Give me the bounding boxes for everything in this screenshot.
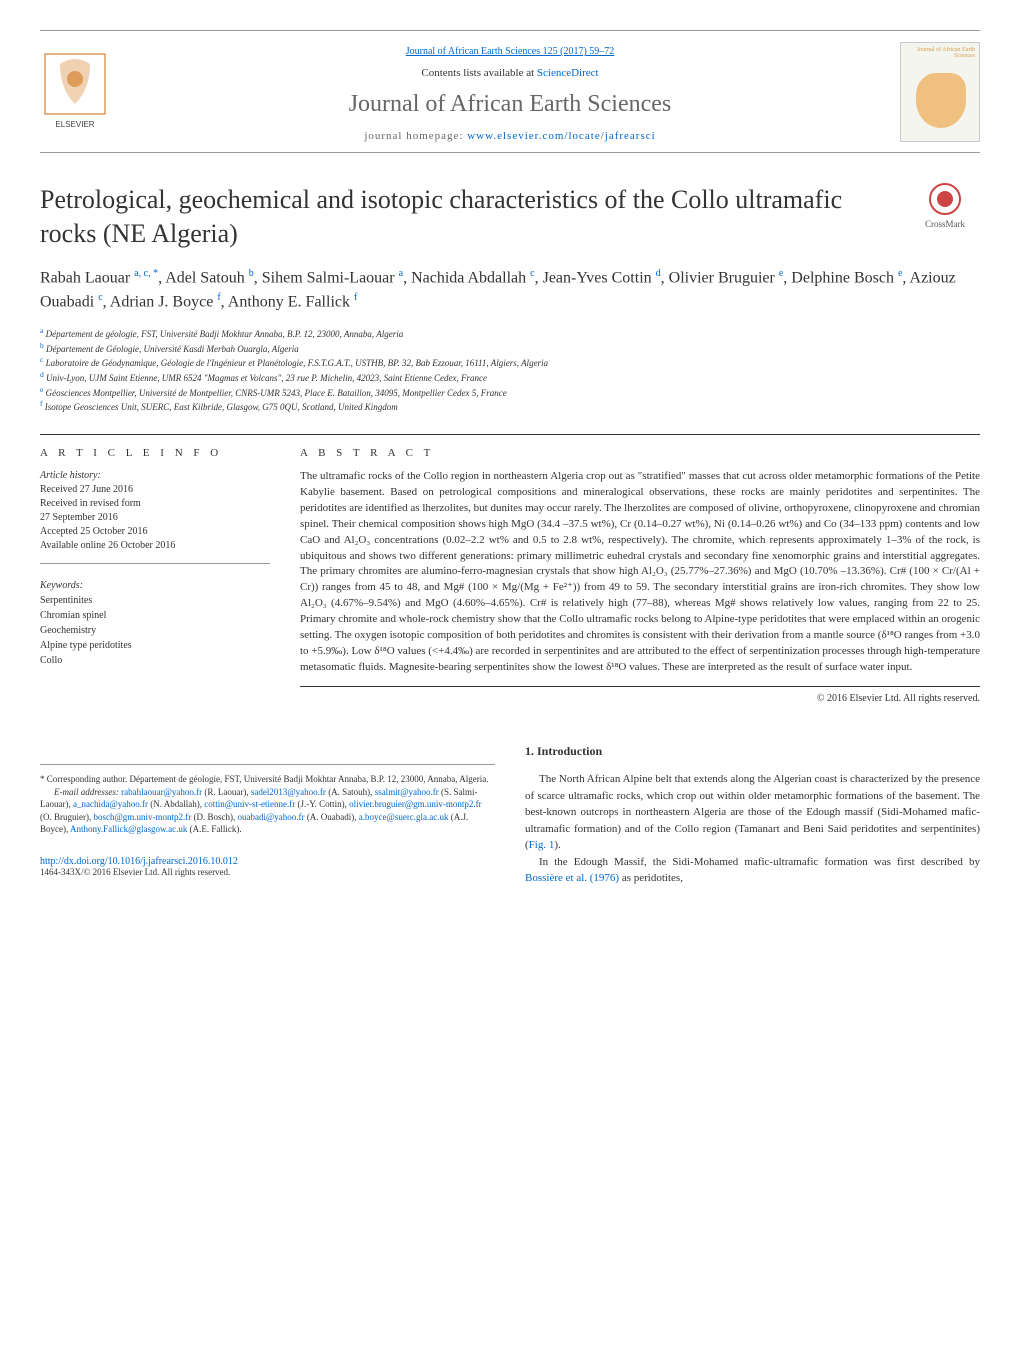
contents-text: Contents lists available at [421,67,536,79]
intro-p1-end: ). [554,839,560,851]
abstract: A B S T R A C T The ultramafic rocks of … [300,435,980,704]
svg-text:ELSEVIER: ELSEVIER [55,120,94,129]
keyword-item: Collo [40,653,270,668]
email-link[interactable]: a.boyce@suerc.gla.ac.uk [359,812,449,822]
abstract-copyright: © 2016 Elsevier Ltd. All rights reserved… [300,693,980,704]
history-item: Received 27 June 2016 [40,483,270,497]
history-item: Accepted 25 October 2016 [40,525,270,539]
abstract-text: The ultramafic rocks of the Collo region… [300,469,980,687]
abstract-heading: A B S T R A C T [300,447,980,459]
cover-title: Journal of African Earth Sciences [901,43,979,63]
journal-title: Journal of African Earth Sciences [120,91,900,118]
email-link[interactable]: a_nachida@yahoo.fr [73,799,148,809]
journal-cover: Journal of African Earth Sciences [900,42,980,142]
keyword-item: Geochemistry [40,623,270,638]
history-item: Received in revised form [40,497,270,511]
body-columns: * Corresponding author. Département de g… [40,744,980,887]
history-label: Article history: [40,469,270,483]
affiliation-line: c Laboratoire de Géodynamique, Géologie … [40,355,980,370]
bossiere-link[interactable]: Bossière et al. (1976) [525,872,619,884]
homepage-label: journal homepage: [364,130,467,142]
article-title: Petrological, geochemical and isotopic c… [40,183,890,251]
fig1-link[interactable]: Fig. 1 [529,839,555,851]
intro-paragraph-1: The North African Alpine belt that exten… [525,771,980,854]
sciencedirect-link[interactable]: ScienceDirect [537,67,599,79]
history-item: Available online 26 October 2016 [40,539,270,553]
intro-p1-text: The North African Alpine belt that exten… [525,773,980,851]
intro-p2-start: In the Edough Massif, the Sidi-Mohamed m… [539,856,980,868]
keyword-item: Chromian spinel [40,608,270,623]
email-link[interactable]: Anthony.Fallick@glasgow.ac.uk [70,824,187,834]
footnote-corresponding: * Corresponding author. Département de g… [40,773,495,786]
intro-heading: 1. Introduction [525,744,980,759]
history-item: 27 September 2016 [40,511,270,525]
doi-line: http://dx.doi.org/10.1016/j.jafrearsci.2… [40,856,495,867]
footnote-emails: E-mail addresses: rabahlaouar@yahoo.fr (… [40,786,495,836]
journal-header: ELSEVIER Journal of African Earth Scienc… [40,30,980,153]
affiliation-line: e Géosciences Montpellier, Université de… [40,385,980,400]
keyword-item: Alpine type peridotites [40,638,270,653]
intro-paragraph-2: In the Edough Massif, the Sidi-Mohamed m… [525,854,980,887]
contents-line: Contents lists available at ScienceDirec… [120,67,900,79]
authors: Rabah Laouar a, c, *, Adel Satouh b, Sih… [40,266,980,315]
homepage-line: journal homepage: www.elsevier.com/locat… [120,130,900,142]
left-column: * Corresponding author. Département de g… [40,744,495,887]
header-center: Journal of African Earth Sciences 125 (2… [120,41,900,142]
issn-copyright: 1464-343X/© 2016 Elsevier Ltd. All right… [40,867,495,877]
corresponding-footnote: * Corresponding author. Département de g… [40,764,495,836]
email-link[interactable]: ssalmit@yahoo.fr [375,787,439,797]
email-link[interactable]: cottin@univ-st-etienne.fr [204,799,295,809]
article-history: Article history:Received 27 June 2016Rec… [40,469,270,564]
email-link[interactable]: rabahlaouar@yahoo.fr [121,787,202,797]
doi-link[interactable]: http://dx.doi.org/10.1016/j.jafrearsci.2… [40,856,238,867]
affiliation-line: f Isotope Geosciences Unit, SUERC, East … [40,399,980,414]
email-link[interactable]: bosch@gm.univ-montp2.fr [94,812,192,822]
crossmark-label: CrossMark [910,219,980,229]
article-info-heading: A R T I C L E I N F O [40,447,270,459]
keyword-item: Serpentinites [40,593,270,608]
affiliation-line: b Département de Géologie, Université Ka… [40,341,980,356]
info-abstract-row: A R T I C L E I N F O Article history:Re… [40,434,980,704]
right-column: 1. Introduction The North African Alpine… [525,744,980,887]
intro-p2-end: as peridotites, [619,872,683,884]
keywords-block: Keywords:SerpentinitesChromian spinelGeo… [40,578,270,668]
africa-map-icon [916,73,966,128]
affiliation-line: a Département de géologie, FST, Universi… [40,326,980,341]
affiliation-line: d Univ-Lyon, UJM Saint Etienne, UMR 6524… [40,370,980,385]
homepage-link[interactable]: www.elsevier.com/locate/jafrearsci [467,130,655,142]
crossmark-badge[interactable]: CrossMark [910,183,980,229]
email-link[interactable]: ouabadi@yahoo.fr [238,812,305,822]
title-row: Petrological, geochemical and isotopic c… [40,183,980,251]
email-link[interactable]: olivier.bruguier@gm.univ-montp2.fr [349,799,482,809]
journal-ref-link[interactable]: Journal of African Earth Sciences 125 (2… [406,46,615,57]
elsevier-logo: ELSEVIER [40,49,120,134]
email-link[interactable]: sadel2013@yahoo.fr [251,787,326,797]
crossmark-icon [929,183,961,215]
keywords-label: Keywords: [40,578,270,593]
article-info: A R T I C L E I N F O Article history:Re… [40,435,270,704]
affiliations: a Département de géologie, FST, Universi… [40,326,980,414]
